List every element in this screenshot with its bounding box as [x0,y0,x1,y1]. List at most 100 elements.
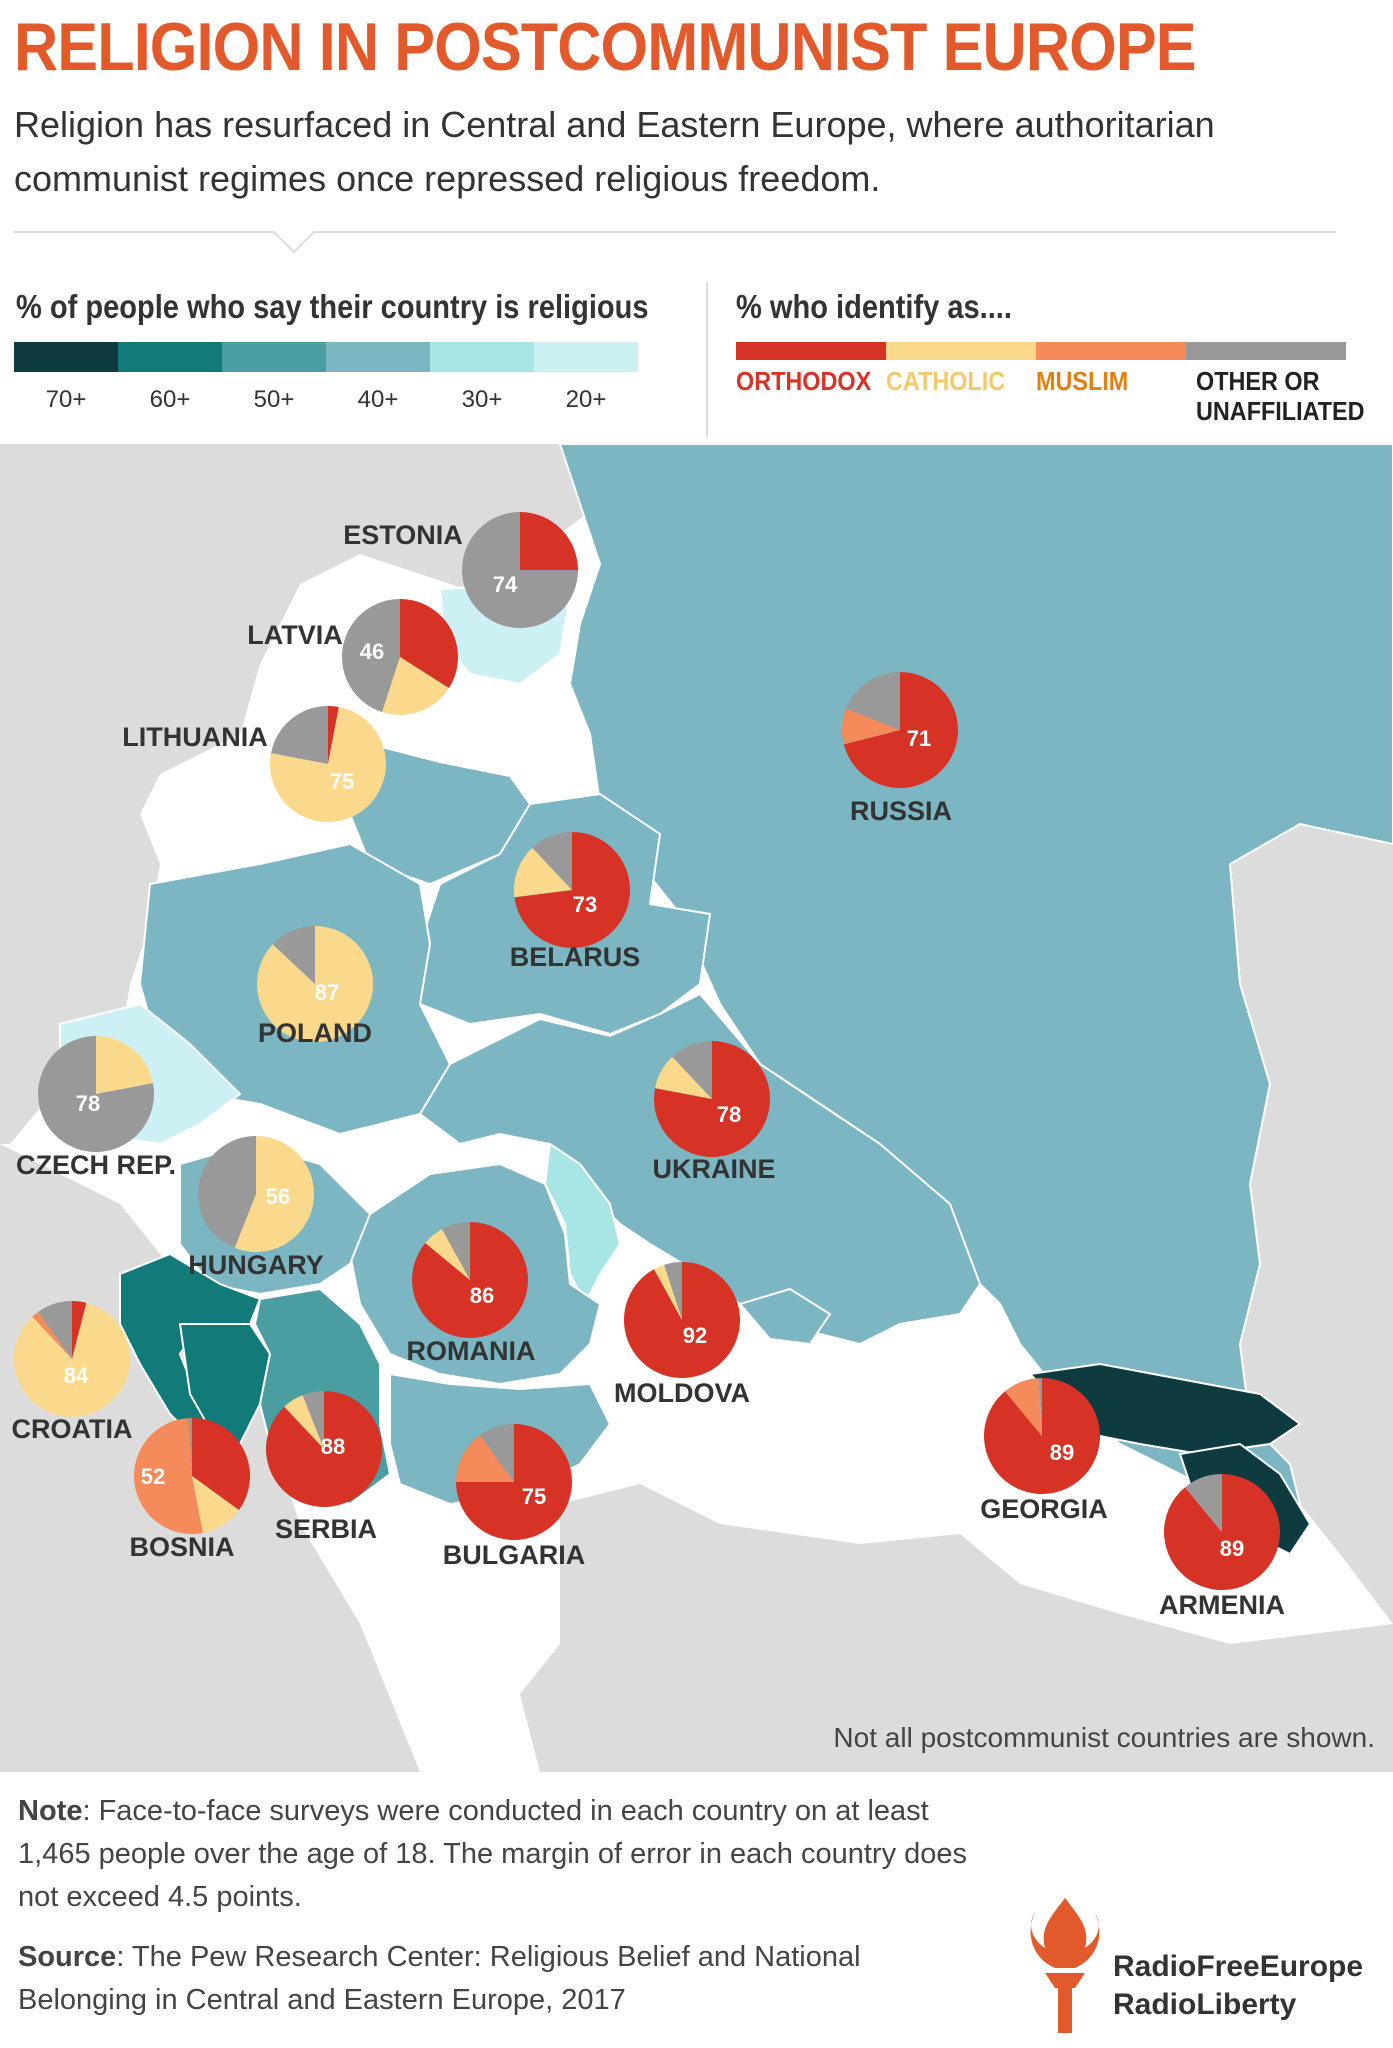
map-canvas: 74 ESTONIA 46 LATVIA 75 LITHUANIA 71 RUSSIA 73 BE… [0,444,1393,1772]
pie-slice-bosnia-catholic [192,1476,239,1533]
pie-slice-romania-orthodox [412,1222,529,1338]
legend-label-orthodox: ORTHODOX [736,366,872,396]
region-bosnia [178,1323,272,1446]
page-title: RELIGION IN POSTCOMMUNIST EUROPE [14,9,1197,85]
country-label-bulgaria: BULGARIA [443,1540,586,1570]
pie-slice-czechrep-catholic [96,1036,153,1094]
legend-swatch-70-plus [14,342,118,372]
pie-slice-russia-orthodox [843,672,959,788]
country-label-czechrep: CZECH REP. [16,1150,176,1180]
pie-slice-latvia-catholic [382,657,449,715]
pie-value-moldova: 92 [683,1323,707,1348]
pie-value-latvia: 46 [360,639,384,664]
pie-slice-belarus-orthodox [514,832,630,948]
pie-slice-russia-muslim [842,708,900,745]
logo-line-1: RadioFreeEurope [1113,1950,1364,1983]
land-turkey [520,1484,1393,1772]
pie-slice-armenia-orthodox [1163,1474,1280,1591]
pie-slice-bulgaria-muslim [456,1435,514,1482]
note-label: Note [18,1795,83,1827]
pie-value-estonia: 74 [493,572,518,597]
pie-value-hungary: 56 [266,1184,290,1209]
pie-slice-bulgaria-other [479,1424,514,1482]
pie-slice-croatia-orthodox [72,1301,87,1359]
country-label-bosnia: BOSNIA [129,1532,234,1562]
region-crimea [738,1287,832,1346]
pie-slice-bosnia-other [188,1418,192,1476]
pie-slice-lithuania-catholic [270,707,387,822]
pie-slice-hungary-other [197,1136,256,1248]
pie-slice-croatia-other [37,1301,72,1359]
pie-slice-moldova-other [664,1262,682,1320]
land-west [0,444,600,1144]
legend-swatch-20-plus [534,342,638,372]
pie-slice-romania-other [442,1222,470,1280]
pie-latvia: 46 LATVIA [247,599,458,715]
legend-label-muslim: MUSLIM [1036,366,1129,396]
map: 74 ESTONIA 46 LATVIA 75 LITHUANIA 71 RUSSIA 73 BE… [0,444,1393,1772]
pie-value-czechrep: 78 [76,1091,100,1116]
country-label-lithuania: LITHUANIA [122,722,267,752]
pie-slice-georgia-muslim [1005,1378,1042,1436]
pie-slice-latvia-orthodox [400,599,458,689]
pie-slice-latvia-other [342,599,400,713]
legend-bar-0 [736,342,886,360]
legend-label-other or: OTHER OR UNAFFILIATED [1196,366,1365,426]
country-label-romania: ROMANIA [407,1336,536,1366]
country-label-hungary: HUNGARY [188,1250,324,1280]
legend-swatch-30-plus [430,342,534,372]
legend-bar-3 [1186,342,1346,360]
source-label: Source [18,1941,117,1973]
pie-slice-estonia-orthodox [520,512,578,570]
pie-romania: 86 ROMANIA [407,1222,536,1366]
pie-serbia: 88 SERBIA [266,1391,383,1544]
rferl-torch-logo-icon [1030,1898,1100,2033]
pie-slice-moldova-catholic [654,1264,682,1320]
pie-slice-romania-catholic [425,1229,470,1280]
country-label-ukraine: UKRAINE [652,1154,775,1184]
pie-slice-serbia-other [302,1391,324,1449]
pie-value-romania: 86 [470,1283,494,1308]
pie-slice-bosnia-orthodox [192,1418,250,1511]
pie-value-lithuania: 75 [330,769,354,794]
pie-armenia: 89 ARMENIA [1159,1474,1285,1620]
country-label-russia: RUSSIA [850,796,952,826]
pie-value-croatia: 84 [64,1363,89,1388]
pie-bulgaria: 75 BULGARIA [443,1424,586,1570]
legend-label-20-plus: 20+ [565,386,607,413]
pie-slice-lithuania-other [271,706,328,764]
country-label-armenia: ARMENIA [1159,1590,1285,1620]
pie-lithuania: 75 LITHUANIA [122,706,387,822]
pie-poland: 87 POLAND [256,926,373,1048]
pie-slice-croatia-catholic [13,1302,131,1417]
pie-slice-czechrep-other [38,1036,155,1152]
pie-belarus: 73 BELARUS [510,832,640,972]
country-label-croatia: CROATIA [12,1414,133,1444]
legend-bar-1 [886,342,1036,360]
page-subtitle: Religion has resurfaced in Central and E… [14,104,1215,199]
pie-slice-ukraine-catholic [655,1056,712,1099]
pie-slice-georgia-other [1038,1378,1042,1436]
pie-value-russia: 71 [907,726,931,751]
legend-label-30-plus: 30+ [461,386,503,413]
pie-slice-hungary-catholic [234,1136,314,1252]
pie-value-serbia: 88 [321,1434,345,1459]
legend-swatch-60-plus [118,342,222,372]
pie-value-georgia: 89 [1050,1440,1074,1465]
country-label-estonia: ESTONIA [343,520,463,550]
pie-bosnia: 52 BOSNIA [129,1418,250,1562]
pie-slice-georgia-orthodox [983,1378,1100,1495]
land-scandinavia [360,444,590,554]
map-note: Not all postcommunist countries are show… [833,1722,1375,1753]
region-russia [558,444,1393,1506]
pie-slice-russia-other [846,672,900,730]
pie-slice-ukraine-other [672,1041,712,1099]
country-label-serbia: SERBIA [275,1514,377,1544]
source: Source: The Pew Research Center: Religio… [18,1936,978,2022]
country-label-georgia: GEORGIA [980,1494,1108,1524]
pie-russia: 71 RUSSIA [842,672,959,826]
legend-label-catholic: CATHOLIC [886,366,1006,396]
pie-slice-croatia-muslim [32,1312,72,1359]
pie-slice-belarus-catholic [514,847,572,898]
rferl-logo-text: RadioFreeEurope RadioLiberty [1113,1948,1363,2024]
